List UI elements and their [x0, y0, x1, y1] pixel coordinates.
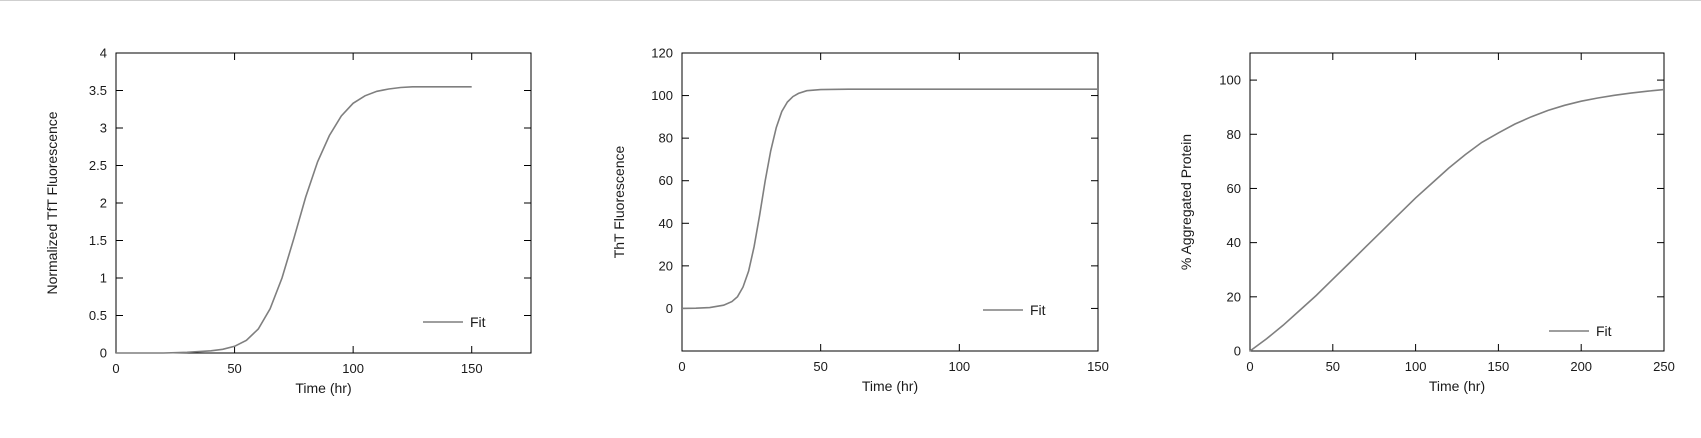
y-tick-label: 2	[100, 196, 107, 211]
x-tick-label: 250	[1653, 359, 1675, 374]
y-tick-label: 20	[1227, 289, 1241, 304]
plot-frame	[115, 52, 532, 354]
x-axis-label: Time (hr)	[862, 378, 918, 394]
x-tick-label: 100	[342, 361, 364, 376]
y-tick-label: 2.5	[89, 158, 107, 173]
y-tick-label: 60	[659, 173, 673, 188]
chart-normalized-tft-fluorescence: 0 50 100 150 0 0.5 1 1.5 2 2.5 3 3.5 4 Time (hr) Norma…	[44, 46, 532, 396]
x-tick-label: 150	[1087, 359, 1109, 374]
y-tick-label: 1	[100, 271, 107, 286]
y-tick-label: 100	[651, 88, 673, 103]
x-tick-label: 0	[1246, 359, 1253, 374]
y-tick-label: 0	[666, 301, 673, 316]
legend-label: Fit	[470, 314, 486, 330]
y-axis-label: ThT Fluorescence	[611, 146, 627, 259]
y-tick-label: 0	[100, 346, 107, 361]
legend-label: Fit	[1030, 302, 1046, 318]
y-tick-label: 40	[1227, 235, 1241, 250]
plot-frame	[1249, 52, 1665, 352]
x-tick-label: 150	[461, 361, 483, 376]
y-tick-label: 100	[1219, 73, 1241, 88]
x-tick-label: 100	[948, 359, 970, 374]
plot-frame	[681, 52, 1099, 352]
top-border	[0, 0, 1701, 1]
x-axis-label: Time (hr)	[1429, 378, 1485, 394]
series-line-fit	[1249, 88, 1665, 352]
y-tick-label: 0	[1234, 344, 1241, 359]
y-tick-label: 80	[1227, 127, 1241, 142]
y-axis-label: Normalized TfT Fluorescence	[44, 111, 60, 294]
y-axis-label: % Aggregated Protein	[1178, 134, 1194, 270]
chart-tht-fluorescence: 0 50 100 150 0 20 40 60 80 100 120 Time (hr) ThT Flu…	[611, 46, 1109, 395]
series-line-fit	[681, 88, 1098, 310]
y-tick-label: 3	[100, 121, 107, 136]
y-tick-label: 80	[659, 131, 673, 146]
y-tick-label: 120	[651, 46, 673, 61]
x-tick-label: 200	[1570, 359, 1592, 374]
y-tick-label: 40	[659, 216, 673, 231]
y-tick-label: 1.5	[89, 233, 107, 248]
x-tick-label: 0	[678, 359, 685, 374]
y-tick-label: 60	[1227, 181, 1241, 196]
legend-label: Fit	[1596, 323, 1612, 339]
x-tick-label: 0	[112, 361, 119, 376]
y-tick-label: 20	[659, 258, 673, 273]
y-tick-label: 4	[100, 46, 107, 61]
x-tick-label: 50	[227, 361, 241, 376]
series-line-fit	[116, 86, 472, 354]
y-tick-label: 0.5	[89, 308, 107, 323]
x-tick-label: 150	[1488, 359, 1510, 374]
y-tick-label: 3.5	[89, 83, 107, 98]
x-tick-label: 50	[813, 359, 827, 374]
x-tick-label: 100	[1405, 359, 1427, 374]
x-axis-label: Time (hr)	[295, 380, 351, 396]
x-tick-label: 50	[1326, 359, 1340, 374]
